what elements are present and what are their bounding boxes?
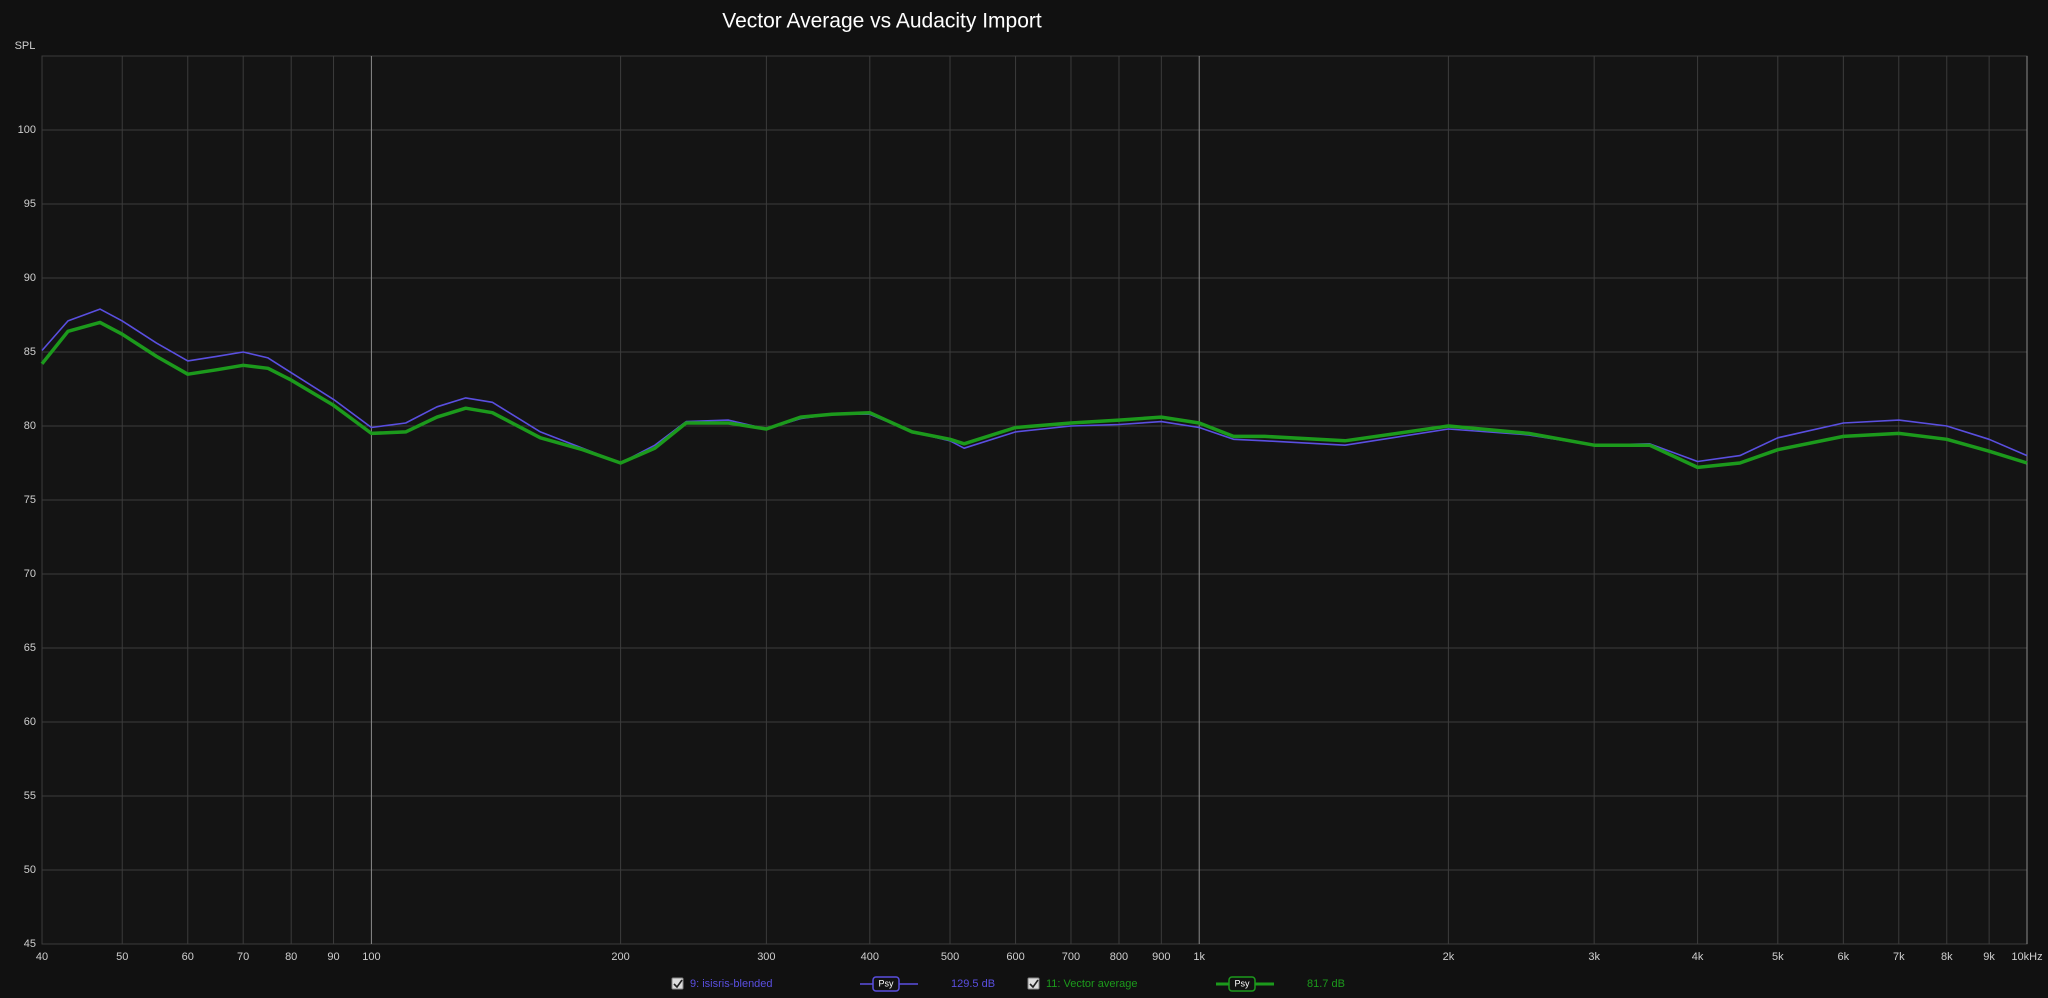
legend-label: 11: Vector average (1046, 978, 1138, 990)
x-tick-label: 400 (861, 951, 879, 963)
legend-checkbox[interactable] (1027, 977, 1040, 990)
y-tick-label: 70 (24, 568, 36, 580)
y-tick-label: 75 (24, 494, 36, 506)
legend-check (1029, 979, 1039, 989)
x-tick-label: 3k (1588, 951, 1600, 963)
legend-swatch-box[interactable] (1228, 976, 1256, 992)
legend: 9: isisris-blended Psy 129.5 dB 11: Vector … (671, 976, 1345, 992)
x-tick-label: 40 (36, 951, 48, 963)
x-tick-label: 7k (1893, 951, 1905, 963)
x-tick-label: 100 (362, 951, 380, 963)
x-tick-label: 4k (1692, 951, 1704, 963)
x-tick-label: 10kHz (2011, 951, 2042, 963)
y-tick-label: 90 (24, 272, 36, 284)
lines (40, 308, 2028, 470)
x-tick-label: 700 (1062, 951, 1080, 963)
x-tick-label: 800 (1110, 951, 1128, 963)
legend-checkbox[interactable] (671, 977, 684, 990)
x-tick-label: 90 (327, 951, 339, 963)
x-tick-label: 500 (941, 951, 959, 963)
x-tick-label: 80 (285, 951, 297, 963)
y-tick-label: 55 (24, 790, 36, 802)
series-line (40, 320, 2028, 470)
y-tick-label: 95 (24, 198, 36, 210)
x-tick-label: 60 (182, 951, 194, 963)
legend-swatch-box[interactable] (872, 976, 900, 992)
x-tick-label: 50 (116, 951, 128, 963)
y-tick-label: 85 (24, 346, 36, 358)
x-tick-label: 5k (1772, 951, 1784, 963)
grid: 45 50 55 60 65 70 75 80 85 90 95 100 40 50 60 70 80 90 100… (18, 56, 2043, 963)
legend-smoothing: Psy (1234, 978, 1250, 988)
x-tick-label: 6k (1838, 951, 1850, 963)
x-tick-label: 200 (611, 951, 629, 963)
y-tick-label: 60 (24, 716, 36, 728)
x-tick-label: 70 (237, 951, 249, 963)
x-tick-label: 8k (1941, 951, 1953, 963)
chart-title: Vector Average vs Audacity Import (722, 10, 1042, 33)
x-tick-label: 9k (1983, 951, 1995, 963)
x-tick-label: 900 (1152, 951, 1170, 963)
y-tick-label: 100 (18, 124, 36, 136)
x-tick-label: 600 (1006, 951, 1024, 963)
legend-check (673, 979, 683, 989)
x-tick-label: 1k (1193, 951, 1205, 963)
y-axis-label: SPL (15, 40, 36, 52)
legend-level: 129.5 dB (951, 978, 995, 990)
legend-label: 9: isisris-blended (690, 978, 773, 990)
y-tick-label: 50 (24, 864, 36, 876)
y-tick-label: 65 (24, 642, 36, 654)
y-tick-label: 80 (24, 420, 36, 432)
x-tick-label: 2k (1443, 951, 1455, 963)
legend-smoothing: Psy (878, 978, 894, 988)
y-tick-label: 45 (24, 938, 36, 950)
legend-level: 81.7 dB (1307, 978, 1345, 990)
x-tick-label: 300 (757, 951, 775, 963)
